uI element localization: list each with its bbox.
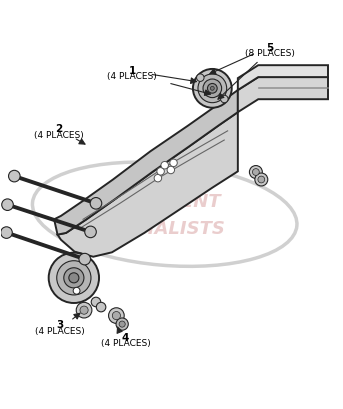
Text: (4 PLACES): (4 PLACES) — [107, 72, 157, 81]
Circle shape — [170, 160, 177, 167]
Polygon shape — [54, 91, 238, 235]
Circle shape — [69, 273, 79, 283]
Circle shape — [108, 308, 124, 324]
Circle shape — [116, 318, 128, 330]
Circle shape — [90, 198, 102, 209]
Circle shape — [193, 70, 232, 108]
Circle shape — [112, 312, 120, 320]
Circle shape — [221, 96, 228, 103]
Text: 3: 3 — [56, 319, 63, 329]
Text: (4 PLACES): (4 PLACES) — [101, 339, 151, 348]
Circle shape — [85, 227, 96, 238]
Circle shape — [73, 288, 80, 294]
Circle shape — [249, 166, 262, 179]
Text: 4: 4 — [122, 332, 129, 342]
Circle shape — [57, 261, 91, 295]
Circle shape — [49, 253, 99, 303]
Circle shape — [91, 297, 101, 307]
Circle shape — [198, 75, 227, 103]
Circle shape — [76, 303, 92, 318]
Circle shape — [255, 173, 268, 187]
Circle shape — [161, 162, 168, 170]
Circle shape — [64, 268, 84, 288]
Text: EQUIPMENT: EQUIPMENT — [102, 192, 221, 210]
Text: (8 PLACES): (8 PLACES) — [245, 49, 295, 58]
Polygon shape — [238, 66, 328, 91]
Circle shape — [119, 321, 125, 327]
Circle shape — [210, 87, 214, 91]
Circle shape — [197, 75, 204, 82]
Text: 2: 2 — [55, 124, 62, 134]
Circle shape — [79, 254, 91, 265]
Polygon shape — [238, 78, 328, 113]
Circle shape — [2, 200, 13, 211]
Circle shape — [80, 306, 88, 315]
Circle shape — [96, 303, 106, 312]
Text: (4 PLACES): (4 PLACES) — [34, 131, 83, 140]
Polygon shape — [58, 113, 238, 257]
Text: (4 PLACES): (4 PLACES) — [35, 326, 85, 335]
Text: SPECIALISTS: SPECIALISTS — [97, 219, 226, 237]
Circle shape — [167, 167, 175, 174]
Text: 5: 5 — [267, 43, 274, 53]
Circle shape — [252, 169, 259, 176]
Circle shape — [9, 171, 20, 182]
Text: 1: 1 — [129, 65, 136, 75]
Circle shape — [157, 168, 164, 175]
Circle shape — [208, 84, 217, 94]
Circle shape — [1, 227, 12, 239]
Circle shape — [203, 80, 222, 99]
Circle shape — [154, 175, 162, 182]
Circle shape — [258, 177, 265, 184]
